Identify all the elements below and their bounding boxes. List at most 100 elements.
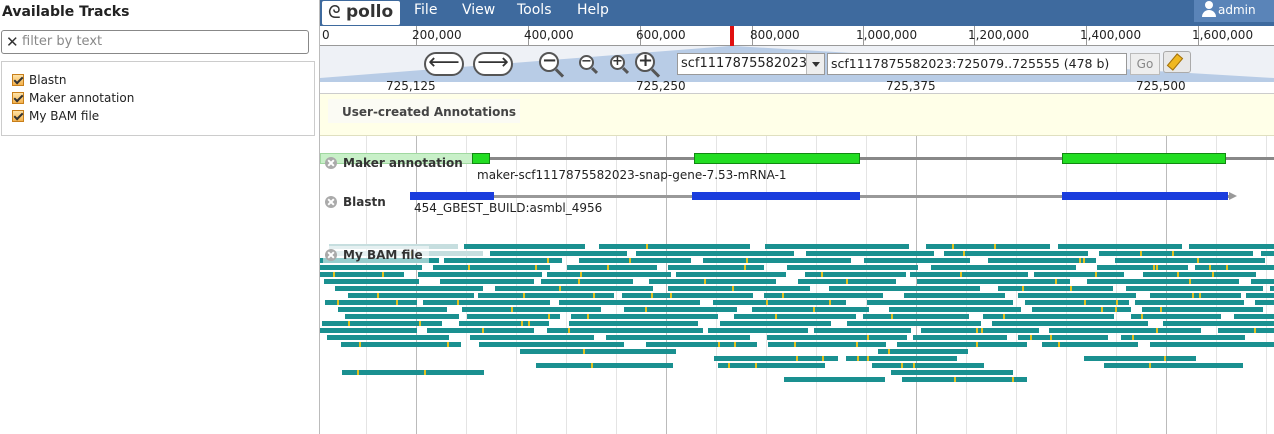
close-track-icon[interactable] (325, 157, 337, 169)
alignment-read[interactable] (668, 286, 810, 291)
alignment-read[interactable] (335, 286, 483, 291)
alignment-read[interactable] (829, 286, 980, 291)
zoom-in-more-button[interactable]: + (633, 50, 663, 80)
alignment-read[interactable] (1097, 265, 1188, 270)
clear-filter-icon[interactable]: ✕ (6, 33, 19, 51)
go-button[interactable]: Go (1130, 53, 1160, 75)
menu-file[interactable]: File (414, 2, 438, 18)
alignment-read[interactable] (846, 356, 957, 361)
alignment-read[interactable] (1131, 314, 1221, 319)
alignment-read[interactable] (1150, 342, 1274, 347)
exon[interactable] (472, 153, 490, 164)
alignment-read[interactable] (1032, 307, 1131, 312)
alignment-read[interactable] (872, 363, 984, 368)
alignment-read[interactable] (1018, 293, 1136, 298)
alignment-read[interactable] (348, 293, 474, 298)
match-part[interactable] (1062, 192, 1228, 200)
alignment-read[interactable] (1150, 293, 1241, 298)
alignment-read[interactable] (714, 356, 838, 361)
alignment-read[interactable] (646, 342, 757, 347)
alignment-read[interactable] (787, 265, 918, 270)
alignment-read[interactable] (878, 349, 968, 354)
alignment-read[interactable] (440, 279, 534, 284)
alignment-read[interactable] (342, 370, 484, 375)
alignment-read[interactable] (470, 335, 594, 340)
alignment-read[interactable] (1042, 342, 1138, 347)
location-input[interactable]: scf1117875582023:725079..725555 (478 b) (827, 53, 1127, 75)
highlight-button[interactable] (1163, 51, 1191, 73)
overview-ruler[interactable]: 0 200,000 400,000 600,000 800,000 1,000,… (320, 26, 1274, 46)
alignment-read[interactable] (1218, 328, 1274, 333)
alignment-read[interactable] (427, 328, 534, 333)
alignment-read[interactable] (649, 279, 776, 284)
alignment-read[interactable] (459, 321, 549, 326)
alignment-read[interactable] (988, 258, 1096, 263)
reference-sequence-select[interactable]: scf1117875582023 (677, 53, 825, 75)
alignment-read[interactable] (320, 265, 422, 270)
alignment-read[interactable] (599, 244, 750, 249)
alignment-read[interactable] (345, 314, 459, 319)
alignment-read[interactable] (676, 272, 786, 277)
menu-help[interactable]: Help (577, 2, 609, 18)
alignment-read[interactable] (897, 342, 1027, 347)
alignment-read[interactable] (559, 300, 700, 305)
alignment-read[interactable] (467, 314, 560, 319)
alignment-read[interactable] (327, 335, 449, 340)
alignment-read[interactable] (567, 265, 657, 270)
alignment-read[interactable] (1099, 251, 1253, 256)
alignment-read[interactable] (1049, 328, 1201, 333)
alignment-read[interactable] (320, 272, 404, 277)
current-locus-marker[interactable] (730, 26, 734, 46)
alignment-read[interactable] (1163, 321, 1274, 326)
exon[interactable] (1062, 153, 1226, 164)
alignment-read[interactable] (889, 307, 1021, 312)
alignment-read[interactable] (433, 265, 550, 270)
alignment-read[interactable] (324, 279, 419, 284)
alignment-read[interactable] (1115, 258, 1265, 263)
alignment-read[interactable] (913, 335, 1007, 340)
checkbox-icon[interactable] (12, 110, 24, 122)
alignment-read[interactable] (636, 251, 794, 256)
alignment-read[interactable] (867, 300, 1013, 305)
alignment-read[interactable] (805, 272, 906, 277)
alignment-read[interactable] (547, 272, 671, 277)
alignment-read[interactable] (767, 335, 907, 340)
alignment-read[interactable] (764, 293, 883, 298)
alignment-read[interactable] (569, 321, 698, 326)
alignment-read[interactable] (992, 321, 1148, 326)
track-item-my-bam-file[interactable]: My BAM file (12, 108, 99, 124)
alignment-read[interactable] (713, 300, 846, 305)
alignment-read[interactable] (718, 363, 825, 368)
alignment-read[interactable] (1251, 279, 1274, 284)
alignment-read[interactable] (904, 293, 1005, 298)
alignment-read[interactable] (1058, 244, 1182, 249)
alignment-read[interactable] (1142, 307, 1263, 312)
track-filter[interactable]: ✕ (1, 30, 309, 54)
alignment-read[interactable] (320, 328, 417, 333)
alignment-read[interactable] (703, 258, 851, 263)
close-track-icon[interactable] (325, 196, 337, 208)
alignment-read[interactable] (734, 314, 856, 319)
zoom-out-more-button[interactable]: − (537, 50, 567, 80)
alignment-read[interactable] (864, 258, 970, 263)
alignment-read[interactable] (1195, 265, 1274, 270)
alignment-read[interactable] (624, 307, 737, 312)
alignment-read[interactable] (606, 335, 750, 340)
alignment-read[interactable] (720, 321, 831, 326)
alignment-read[interactable] (479, 342, 624, 347)
track-item-blastn[interactable]: Blastn (12, 72, 66, 88)
position-ruler[interactable]: 725,125 725,250 725,375 725,500 (320, 79, 1274, 94)
alignment-read[interactable] (341, 342, 461, 347)
alignment-read[interactable] (1084, 356, 1196, 361)
alignment-read[interactable] (784, 377, 885, 382)
alignment-read[interactable] (418, 272, 542, 277)
pan-left-button[interactable]: ⟵ (424, 52, 464, 76)
alignment-read[interactable] (917, 279, 1070, 284)
user-menu[interactable]: admin (1194, 0, 1274, 22)
alignment-read[interactable] (1126, 286, 1263, 291)
alignment-read[interactable] (490, 251, 627, 256)
track-area[interactable]: User-created Annotations Maker annotatio… (320, 94, 1274, 434)
alignment-read[interactable] (752, 307, 869, 312)
close-track-icon[interactable] (325, 249, 337, 261)
menu-view[interactable]: View (462, 2, 496, 18)
